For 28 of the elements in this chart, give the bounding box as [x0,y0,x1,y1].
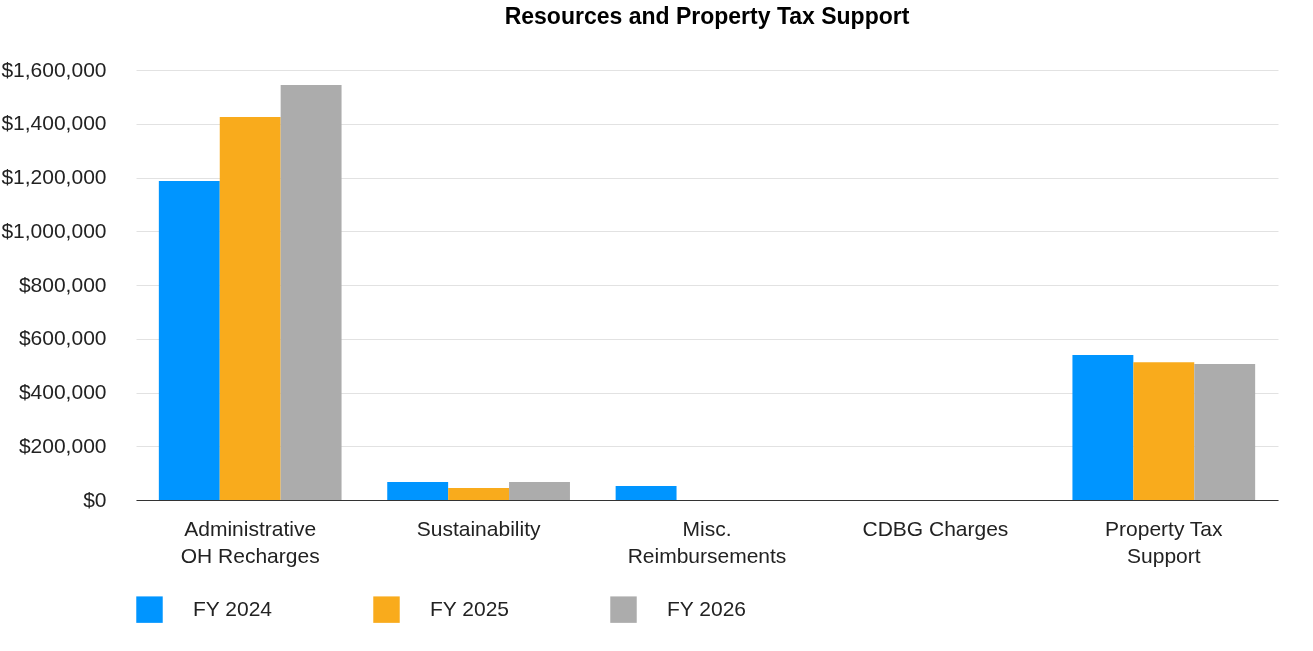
bar [448,487,510,500]
bar [1133,362,1195,500]
x-tick-label: CDBG Charges [862,516,1009,540]
y-tick-label: $1,200,000 [1,165,107,188]
x-tick-label: Sustainability [416,516,541,540]
x-tick-label: Misc. Reimbursements [627,516,787,567]
y-tick-label: $600,000 [18,326,107,350]
bar [1072,354,1134,500]
bar [1194,364,1256,500]
bar [219,117,281,500]
bar [158,180,220,500]
y-tick-label: $800,000 [18,272,107,296]
x-tick-label: Administrative OH Recharges [180,516,320,567]
y-tick-label: $1,600,000 [1,57,107,81]
legend-label: FY 2025 [430,596,510,620]
bar [280,85,342,500]
y-tick-label: $400,000 [18,380,107,403]
chart-title: Resources and Property Tax Support [504,3,910,29]
y-tick-label: $200,000 [18,433,107,457]
bar [387,481,449,500]
bar [615,486,677,500]
x-tick-label: Property Tax Support [1105,516,1224,567]
legend-label: FY 2024 [193,596,273,620]
y-tick-label: $1,400,000 [1,111,107,135]
y-tick-label: $0 [83,487,107,511]
bar [509,481,570,500]
y-tick-label: $1,000,000 [1,218,107,242]
legend-label: FY 2026 [667,596,747,620]
